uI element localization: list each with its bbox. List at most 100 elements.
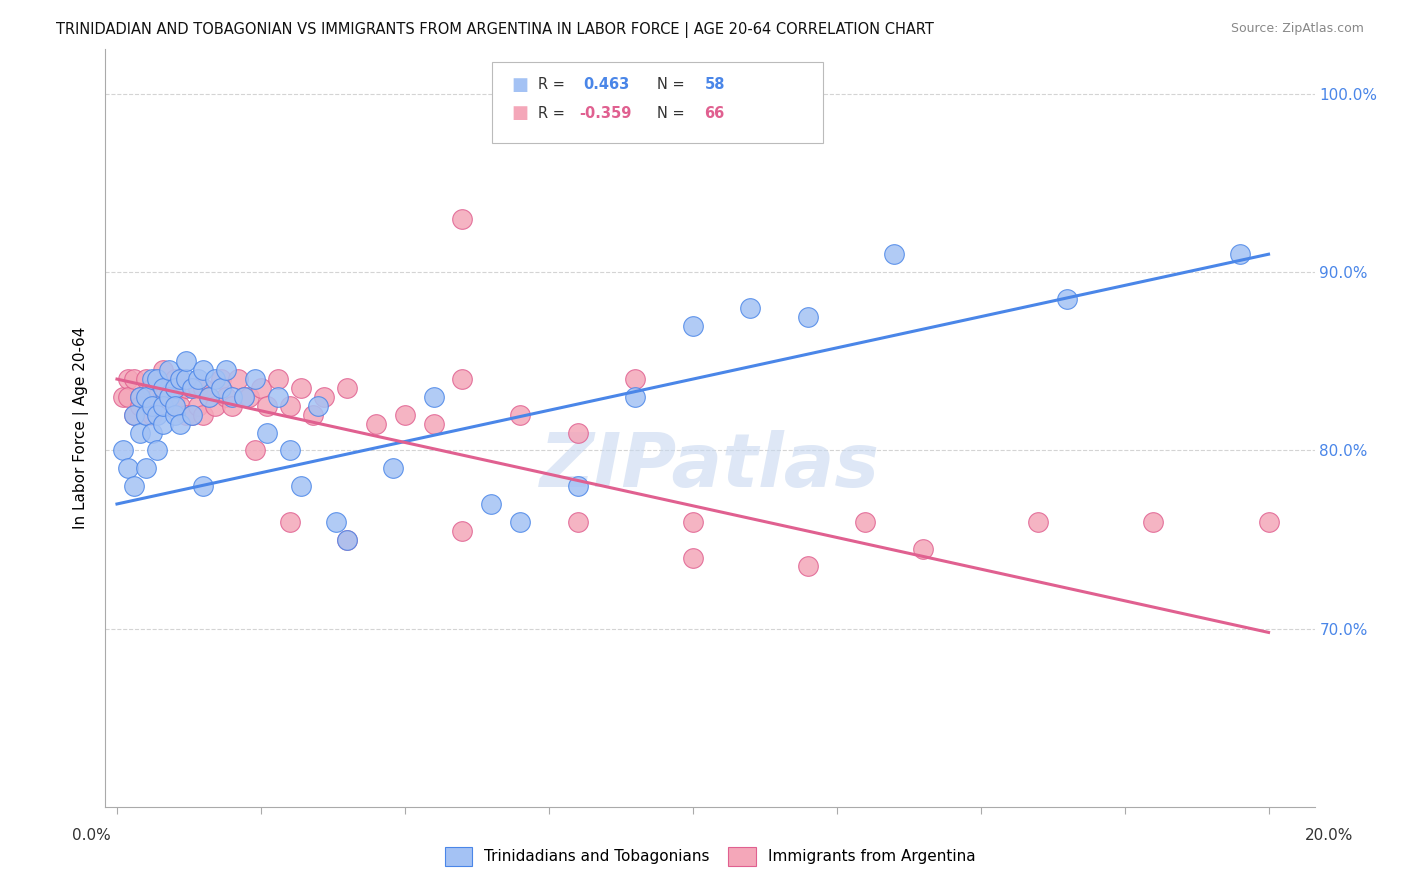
Point [325,515,347,529]
Point [209,372,232,386]
Point [912,541,935,556]
Point [314,390,336,404]
Text: ■: ■ [512,104,529,122]
Point [624,372,647,386]
Point [174,408,197,422]
Point [146,408,169,422]
Point [232,390,254,404]
Point [290,479,312,493]
Point [152,390,174,404]
Point [152,363,174,377]
Legend: Trinidadians and Tobagonians, Immigrants from Argentina: Trinidadians and Tobagonians, Immigrants… [439,841,981,871]
Point [117,372,139,386]
Point [174,354,197,368]
Point [193,363,215,377]
Text: R =: R = [538,106,569,120]
Point [187,381,209,395]
Point [243,443,266,458]
Point [135,461,157,475]
Point [336,533,359,547]
Point [451,211,474,226]
Point [451,372,474,386]
Point [122,372,145,386]
Point [422,417,444,431]
Point [290,381,312,395]
Point [163,390,186,404]
Point [509,408,531,422]
Point [111,390,134,404]
Point [1229,247,1251,261]
Point [1257,515,1279,529]
Point [267,372,290,386]
Point [169,372,191,386]
Point [187,372,209,386]
Point [117,461,139,475]
Point [256,425,278,440]
Point [567,425,589,440]
Point [624,390,647,404]
Text: ■: ■ [512,76,529,94]
Point [193,381,215,395]
Point [204,372,226,386]
Point [141,408,163,422]
Point [141,372,163,386]
Point [122,408,145,422]
Point [157,381,180,395]
Text: N =: N = [657,106,689,120]
Point [146,390,169,404]
Point [243,372,266,386]
Point [278,443,301,458]
Point [209,381,232,395]
Point [174,372,197,386]
Point [278,515,301,529]
Point [163,372,186,386]
Text: N =: N = [657,78,689,92]
Point [193,408,215,422]
Point [250,381,273,395]
Text: 66: 66 [704,106,724,120]
Point [141,381,163,395]
Point [797,559,820,574]
Point [146,443,169,458]
Point [157,399,180,413]
Point [215,390,238,404]
Y-axis label: In Labor Force | Age 20-64: In Labor Force | Age 20-64 [73,327,89,529]
Point [301,408,323,422]
Text: 0.0%: 0.0% [72,829,111,843]
Text: ZIPatlas: ZIPatlas [540,430,880,502]
Point [169,417,191,431]
Text: 0.463: 0.463 [583,78,630,92]
Point [740,301,762,315]
Point [232,390,254,404]
Point [187,399,209,413]
Point [479,497,502,511]
Point [215,363,238,377]
Point [141,425,163,440]
Point [336,381,359,395]
Point [256,399,278,413]
Point [883,247,905,261]
Point [567,515,589,529]
Point [451,524,474,538]
Point [193,479,215,493]
Point [141,399,163,413]
Point [152,417,174,431]
Point [198,390,221,404]
Point [267,390,290,404]
Point [204,399,226,413]
Point [364,417,387,431]
Point [163,399,186,413]
Point [174,381,197,395]
Point [221,390,243,404]
Point [135,390,157,404]
Point [226,372,249,386]
Point [157,390,180,404]
Point [682,318,704,333]
Point [509,515,531,529]
Point [152,381,174,395]
Point [135,408,157,422]
Text: 58: 58 [704,78,725,92]
Point [146,372,169,386]
Point [122,479,145,493]
Point [1142,515,1164,529]
